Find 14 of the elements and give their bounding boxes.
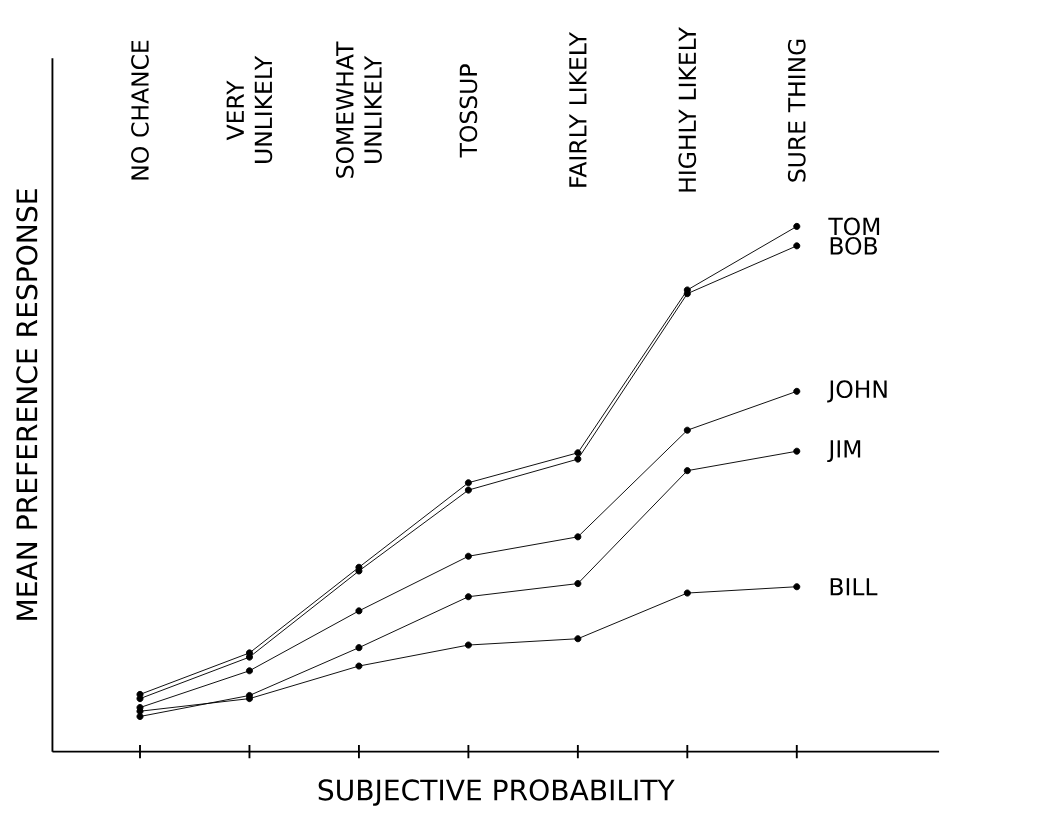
x-tick-label: SOMEWHAT UNLIKELY: [335, 41, 382, 178]
series-label: BILL: [830, 578, 878, 596]
x-tick-label: HIGHLY LIKELY: [678, 27, 697, 192]
x-tick-label: FAIRLY LIKELY: [569, 31, 587, 187]
y-axis-title: MEAN PREFERENCE RESPONSE: [16, 189, 38, 620]
x-tick-label: NO CHANCE: [131, 40, 149, 180]
x-tick-label: VERY UNLIKELY: [226, 55, 273, 163]
series-label: TOM: [828, 217, 880, 236]
series-label: BOB: [830, 236, 877, 255]
x-axis-title: SUBJECTIVE PROBABILITY: [318, 779, 675, 806]
series-label: JOHN: [827, 380, 887, 403]
x-tick-label: TOSSUP: [459, 64, 478, 158]
x-tick-label: SURE THING: [787, 39, 806, 182]
series-label: JIM: [827, 440, 861, 463]
